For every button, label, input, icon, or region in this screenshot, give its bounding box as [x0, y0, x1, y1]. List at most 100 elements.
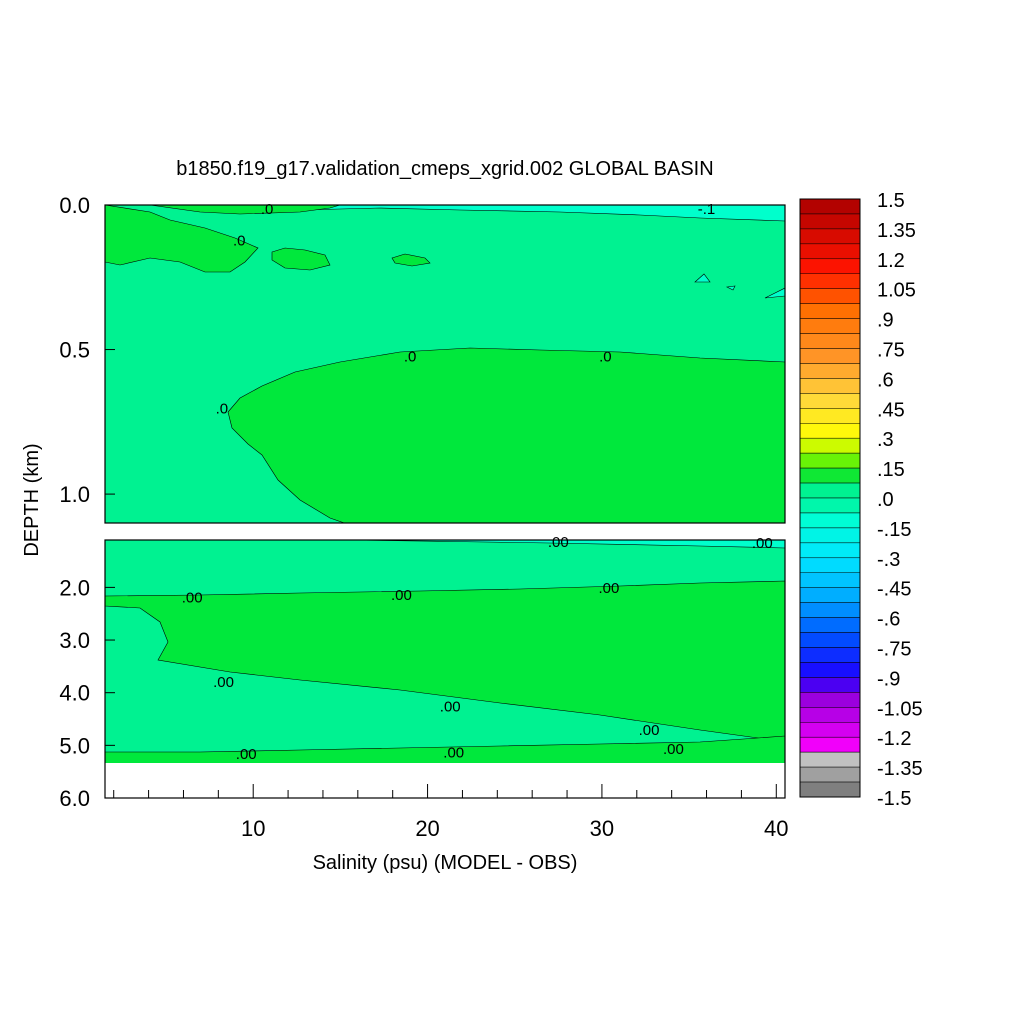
colorbar-block — [799, 497, 861, 514]
colorbar-label: -.6 — [877, 609, 900, 631]
colorbar-label: -1.35 — [877, 758, 923, 780]
contour-label: .00 — [236, 746, 257, 763]
y-axis-label: DEPTH (km) — [21, 443, 43, 556]
contour-label: .00 — [639, 722, 660, 739]
contour-labels: .0.0-.1.0.0.0.00.00.00.00.00.00.00.00.00… — [182, 201, 773, 763]
colorbar-label: .3 — [877, 429, 894, 451]
contour-label: .0 — [233, 233, 246, 250]
colorbar-block — [799, 213, 861, 230]
colorbar-block — [799, 632, 861, 648]
contour-label: .00 — [548, 534, 569, 551]
colorbar-label: .0 — [877, 489, 894, 511]
contour-label: .0 — [599, 348, 612, 365]
colorbar-block — [799, 467, 861, 484]
colorbar-block — [799, 288, 861, 304]
colorbar-block — [799, 512, 861, 529]
contour-label: .00 — [182, 589, 203, 606]
colorbar-label: -.45 — [877, 579, 911, 601]
contour-label: .0 — [261, 201, 274, 218]
x-tick-label: 40 — [764, 816, 788, 841]
colorbar-block — [799, 482, 861, 499]
colorbar-block — [799, 572, 861, 588]
y-tick-label: 2.0 — [59, 575, 90, 600]
colorbar-label: 1.5 — [877, 190, 905, 212]
colorbar-block — [799, 378, 861, 394]
x-tick-label: 20 — [415, 816, 439, 841]
colorbar-block — [799, 677, 861, 693]
contour-label: .0 — [404, 348, 417, 365]
colorbar-label: .45 — [877, 399, 905, 421]
colorbar-block — [799, 542, 861, 559]
colorbar-block — [799, 348, 861, 364]
colorbar-block — [799, 781, 861, 798]
colorbar-block — [799, 363, 861, 379]
colorbar-block — [799, 707, 861, 723]
x-tick-label: 10 — [241, 816, 265, 841]
colorbar-block — [799, 273, 861, 289]
contour-label: -.1 — [698, 201, 716, 218]
y-tick-label: 4.0 — [59, 681, 90, 706]
colorbar-block — [799, 437, 861, 454]
upper-small-patch-2 — [391, 253, 431, 267]
upper-panel — [104, 204, 786, 524]
contour-label: .0 — [216, 400, 229, 417]
upper-panel-frame — [104, 204, 786, 524]
colorbar-block — [799, 662, 861, 678]
contour-label: .00 — [440, 698, 461, 715]
y-tick-label: 5.0 — [59, 733, 90, 758]
colorbar-block — [799, 198, 861, 215]
y-tick-label: 1.0 — [59, 482, 90, 507]
colorbar-block — [799, 258, 861, 274]
colorbar: 1.5 1.35 1.2 1.05 .9 .75 .6 .45 .3 .15 .0 -.15 -.3 -.… — [799, 190, 923, 810]
colorbar-label: 1.2 — [877, 250, 905, 272]
colorbar-label: .15 — [877, 459, 905, 481]
y-tick-label: 6.0 — [59, 786, 90, 811]
colorbar-frame — [799, 198, 861, 798]
contour-label: .00 — [213, 674, 234, 691]
colorbar-label: -.75 — [877, 639, 911, 661]
colorbar-block — [799, 408, 861, 424]
colorbar-label: .75 — [877, 340, 905, 362]
contour-label: .00 — [752, 535, 773, 552]
y-tick-label: 3.0 — [59, 628, 90, 653]
colorbar-block — [799, 333, 861, 349]
lower-panel-frame — [104, 539, 786, 799]
y-axis-ticks: 0.0 0.5 1.0 2.0 3.0 4.0 5.0 6.0 — [59, 193, 115, 811]
colorbar-block — [799, 602, 861, 618]
colorbar-block — [799, 303, 861, 319]
lower-negative-sliver — [349, 540, 785, 549]
colorbar-block — [799, 617, 861, 633]
contour-label: .00 — [663, 741, 684, 758]
colorbar-label: .6 — [877, 369, 894, 391]
colorbar-label: -1.2 — [877, 728, 911, 750]
upper-small-patch-3 — [694, 273, 785, 299]
colorbar-label: -.9 — [877, 668, 900, 690]
colorbar-block — [799, 722, 861, 738]
chart-title: b1850.f19_g17.validation_cmeps_xgrid.002… — [176, 158, 713, 180]
upper-deep-positive-core — [227, 347, 785, 523]
colorbar-block — [799, 318, 861, 334]
colorbar-label: -.15 — [877, 519, 911, 541]
colorbar-block — [799, 557, 861, 573]
y-tick-label: 0.5 — [59, 338, 90, 363]
colorbar-label: -.3 — [877, 549, 900, 571]
upper-surface-negative-band — [249, 205, 785, 222]
y-tick-label: 0.0 — [59, 193, 90, 218]
colorbar-block — [799, 452, 861, 469]
colorbar-label: 1.05 — [877, 280, 916, 302]
x-axis-ticks: 10 20 30 40 — [113, 784, 789, 841]
colorbar-block — [799, 228, 861, 245]
colorbar-block — [799, 766, 861, 783]
colorbar-label: 1.35 — [877, 220, 916, 242]
x-tick-label: 30 — [590, 816, 614, 841]
colorbar-block — [799, 751, 861, 768]
colorbar-block — [799, 647, 861, 663]
colorbar-block — [799, 527, 861, 544]
lower-mid-depth-positive-core — [105, 580, 785, 746]
contour-label: .00 — [443, 745, 464, 762]
contour-label: .00 — [598, 580, 619, 597]
colorbar-label: -1.5 — [877, 788, 911, 810]
colorbar-block — [799, 692, 861, 708]
lower-missing-bottom — [105, 763, 785, 798]
